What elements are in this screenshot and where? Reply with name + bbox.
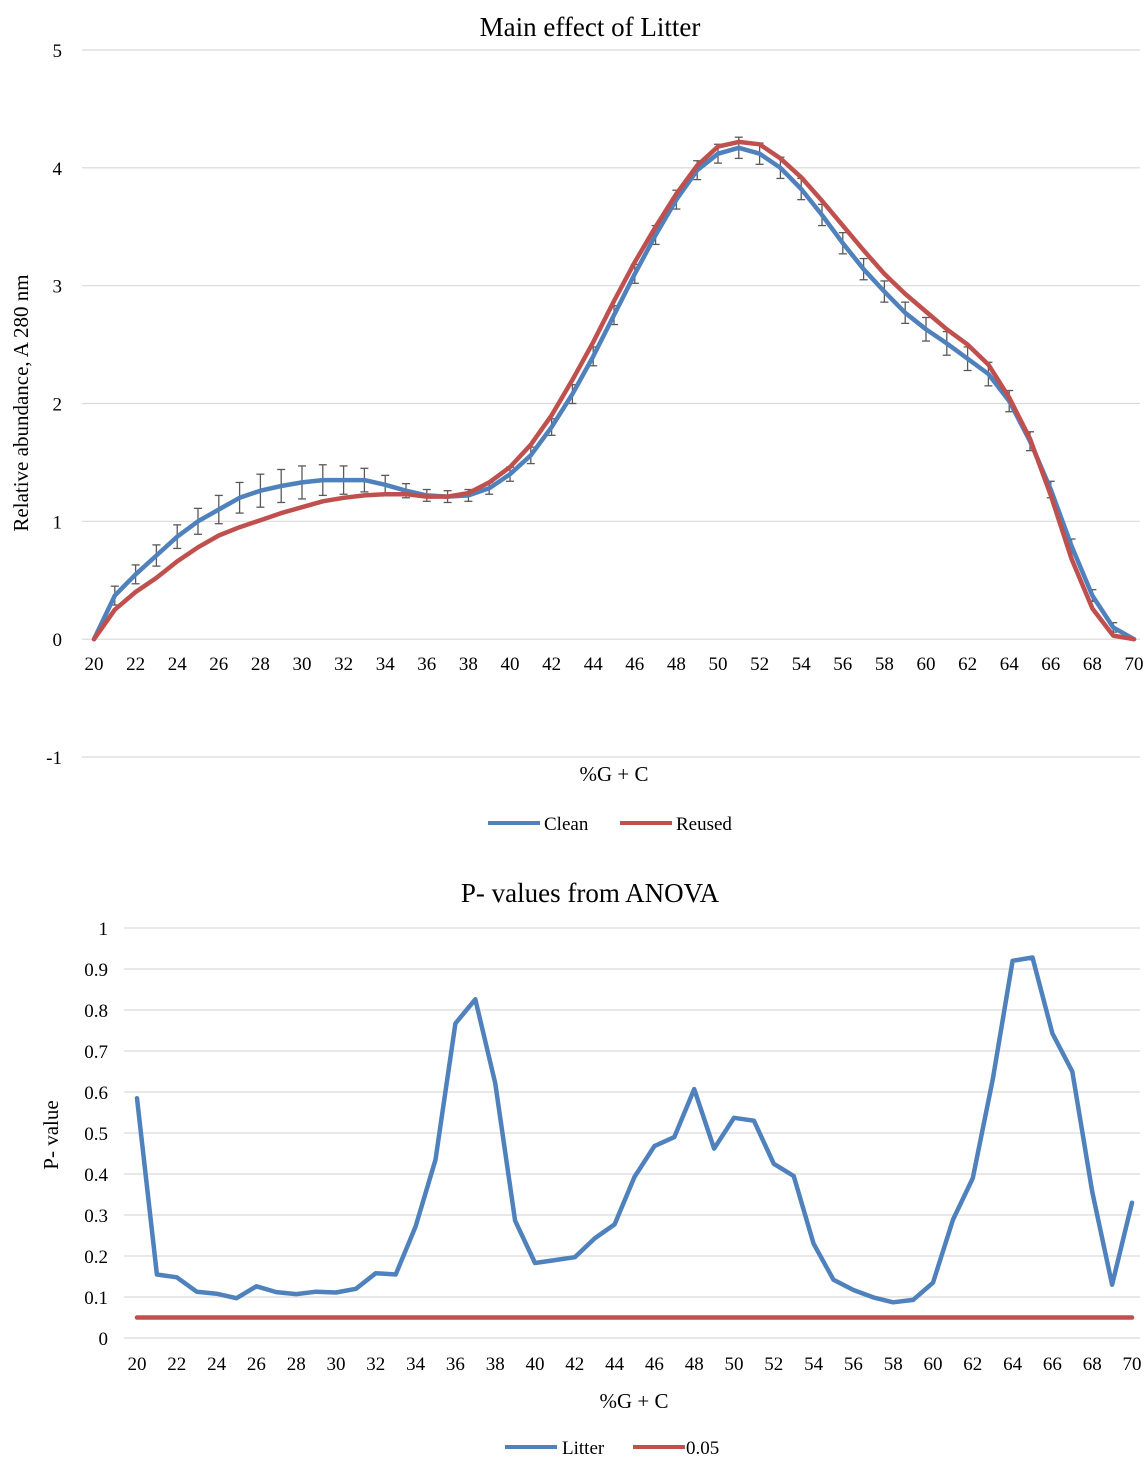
y-tick-label: 0.2 (84, 1247, 108, 1268)
x-tick-label: 56 (833, 654, 852, 675)
x-tick-label: 22 (167, 1354, 186, 1375)
x-tick-label: 44 (584, 654, 604, 675)
x-tick-label: 20 (128, 1354, 147, 1375)
y-tick-label: 4 (53, 159, 63, 180)
y-tick-label: 0.5 (84, 1124, 108, 1145)
x-tick-label: 38 (459, 654, 478, 675)
y-tick-label: 1 (99, 919, 109, 940)
y-tick-label: 0.7 (84, 1042, 108, 1063)
x-tick-label: 56 (844, 1354, 863, 1375)
x-tick-label: 66 (1041, 654, 1060, 675)
x-tick-label: 42 (542, 654, 561, 675)
chart-pvalues: P- values from ANOVA P- value %G + C 0 0.… (39, 878, 1142, 1459)
y-axis-label: P- value (39, 1100, 63, 1169)
y-tick-label: 0.6 (84, 1083, 108, 1104)
x-tick-label: 24 (207, 1354, 227, 1375)
series-line-reused (91, 139, 1137, 642)
x-tick-label: 26 (209, 654, 228, 675)
x-tick-label: 70 (1125, 654, 1144, 675)
y-tick-label: 0 (99, 1329, 109, 1350)
y-tick-label: 2 (53, 395, 63, 416)
y-tick-label: 3 (53, 277, 63, 298)
x-tick-label: 52 (750, 654, 769, 675)
x-tick-label: 40 (501, 654, 520, 675)
x-axis-label: %G + C (579, 762, 648, 786)
x-tick-label: 46 (645, 1354, 664, 1375)
series-line-clean (91, 145, 1137, 642)
x-tick-label: 66 (1043, 1354, 1062, 1375)
x-tick-label: 60 (917, 654, 936, 675)
x-tick-label: 42 (565, 1354, 584, 1375)
x-tick-label: 34 (376, 654, 396, 675)
legend: Litter 0.05 (505, 1438, 719, 1459)
x-tick-label: 32 (334, 654, 353, 675)
x-tick-label: 68 (1083, 1354, 1102, 1375)
chart-abundance: Main effect of Litter Relative abundance… (9, 12, 1144, 835)
legend-label-litter: Litter (562, 1438, 605, 1459)
chart-title: Main effect of Litter (480, 12, 701, 42)
x-tick-label: 62 (958, 654, 977, 675)
x-tick-label: 68 (1083, 654, 1102, 675)
x-tick-label: 24 (168, 654, 188, 675)
y-tick-label: 5 (53, 41, 63, 62)
x-axis-label: %G + C (599, 1389, 668, 1413)
x-tick-label: 26 (247, 1354, 266, 1375)
x-tick-label: 50 (725, 1354, 744, 1375)
legend-label-reused: Reused (676, 814, 732, 835)
x-tick-label: 30 (293, 654, 312, 675)
x-tick-label: 64 (1003, 1354, 1023, 1375)
x-tick-label: 46 (625, 654, 644, 675)
x-tick-label: 70 (1123, 1354, 1142, 1375)
x-tick-label: 62 (963, 1354, 982, 1375)
legend-label-threshold: 0.05 (686, 1438, 719, 1459)
legend-label-clean: Clean (544, 814, 589, 835)
series-line-litter (134, 955, 1135, 1305)
x-tick-label: 22 (126, 654, 145, 675)
x-tick-label: 38 (486, 1354, 505, 1375)
y-tick-label: -1 (46, 748, 62, 769)
y-tick-label: 0.3 (84, 1206, 108, 1227)
x-tick-label: 20 (85, 654, 104, 675)
x-tick-label: 48 (667, 654, 686, 675)
y-tick-label: 0.4 (84, 1165, 108, 1186)
x-tick-label: 54 (792, 654, 812, 675)
x-tick-label: 44 (605, 1354, 625, 1375)
x-tick-label: 52 (764, 1354, 783, 1375)
x-tick-label: 64 (1000, 654, 1020, 675)
x-tick-label: 36 (446, 1354, 465, 1375)
x-tick-label: 58 (875, 654, 894, 675)
x-tick-label: 50 (709, 654, 728, 675)
y-tick-label: 0.1 (84, 1288, 108, 1309)
x-tick-label: 28 (251, 654, 270, 675)
x-tick-label: 28 (287, 1354, 306, 1375)
legend: Clean Reused (488, 814, 732, 835)
x-tick-label: 48 (685, 1354, 704, 1375)
x-tick-label: 54 (804, 1354, 824, 1375)
y-axis-label: Relative abundance, A 280 nm (9, 274, 33, 531)
x-tick-label: 60 (924, 1354, 943, 1375)
y-tick-label: 0.9 (84, 960, 108, 981)
x-tick-label: 32 (366, 1354, 385, 1375)
x-tick-label: 36 (417, 654, 436, 675)
y-tick-label: 0.8 (84, 1001, 108, 1022)
x-tick-label: 40 (526, 1354, 545, 1375)
y-tick-label: 1 (53, 512, 63, 533)
x-tick-label: 34 (406, 1354, 426, 1375)
x-tick-label: 58 (884, 1354, 903, 1375)
x-tick-label: 30 (327, 1354, 346, 1375)
chart-title: P- values from ANOVA (461, 878, 720, 908)
y-tick-label: 0 (53, 630, 63, 651)
